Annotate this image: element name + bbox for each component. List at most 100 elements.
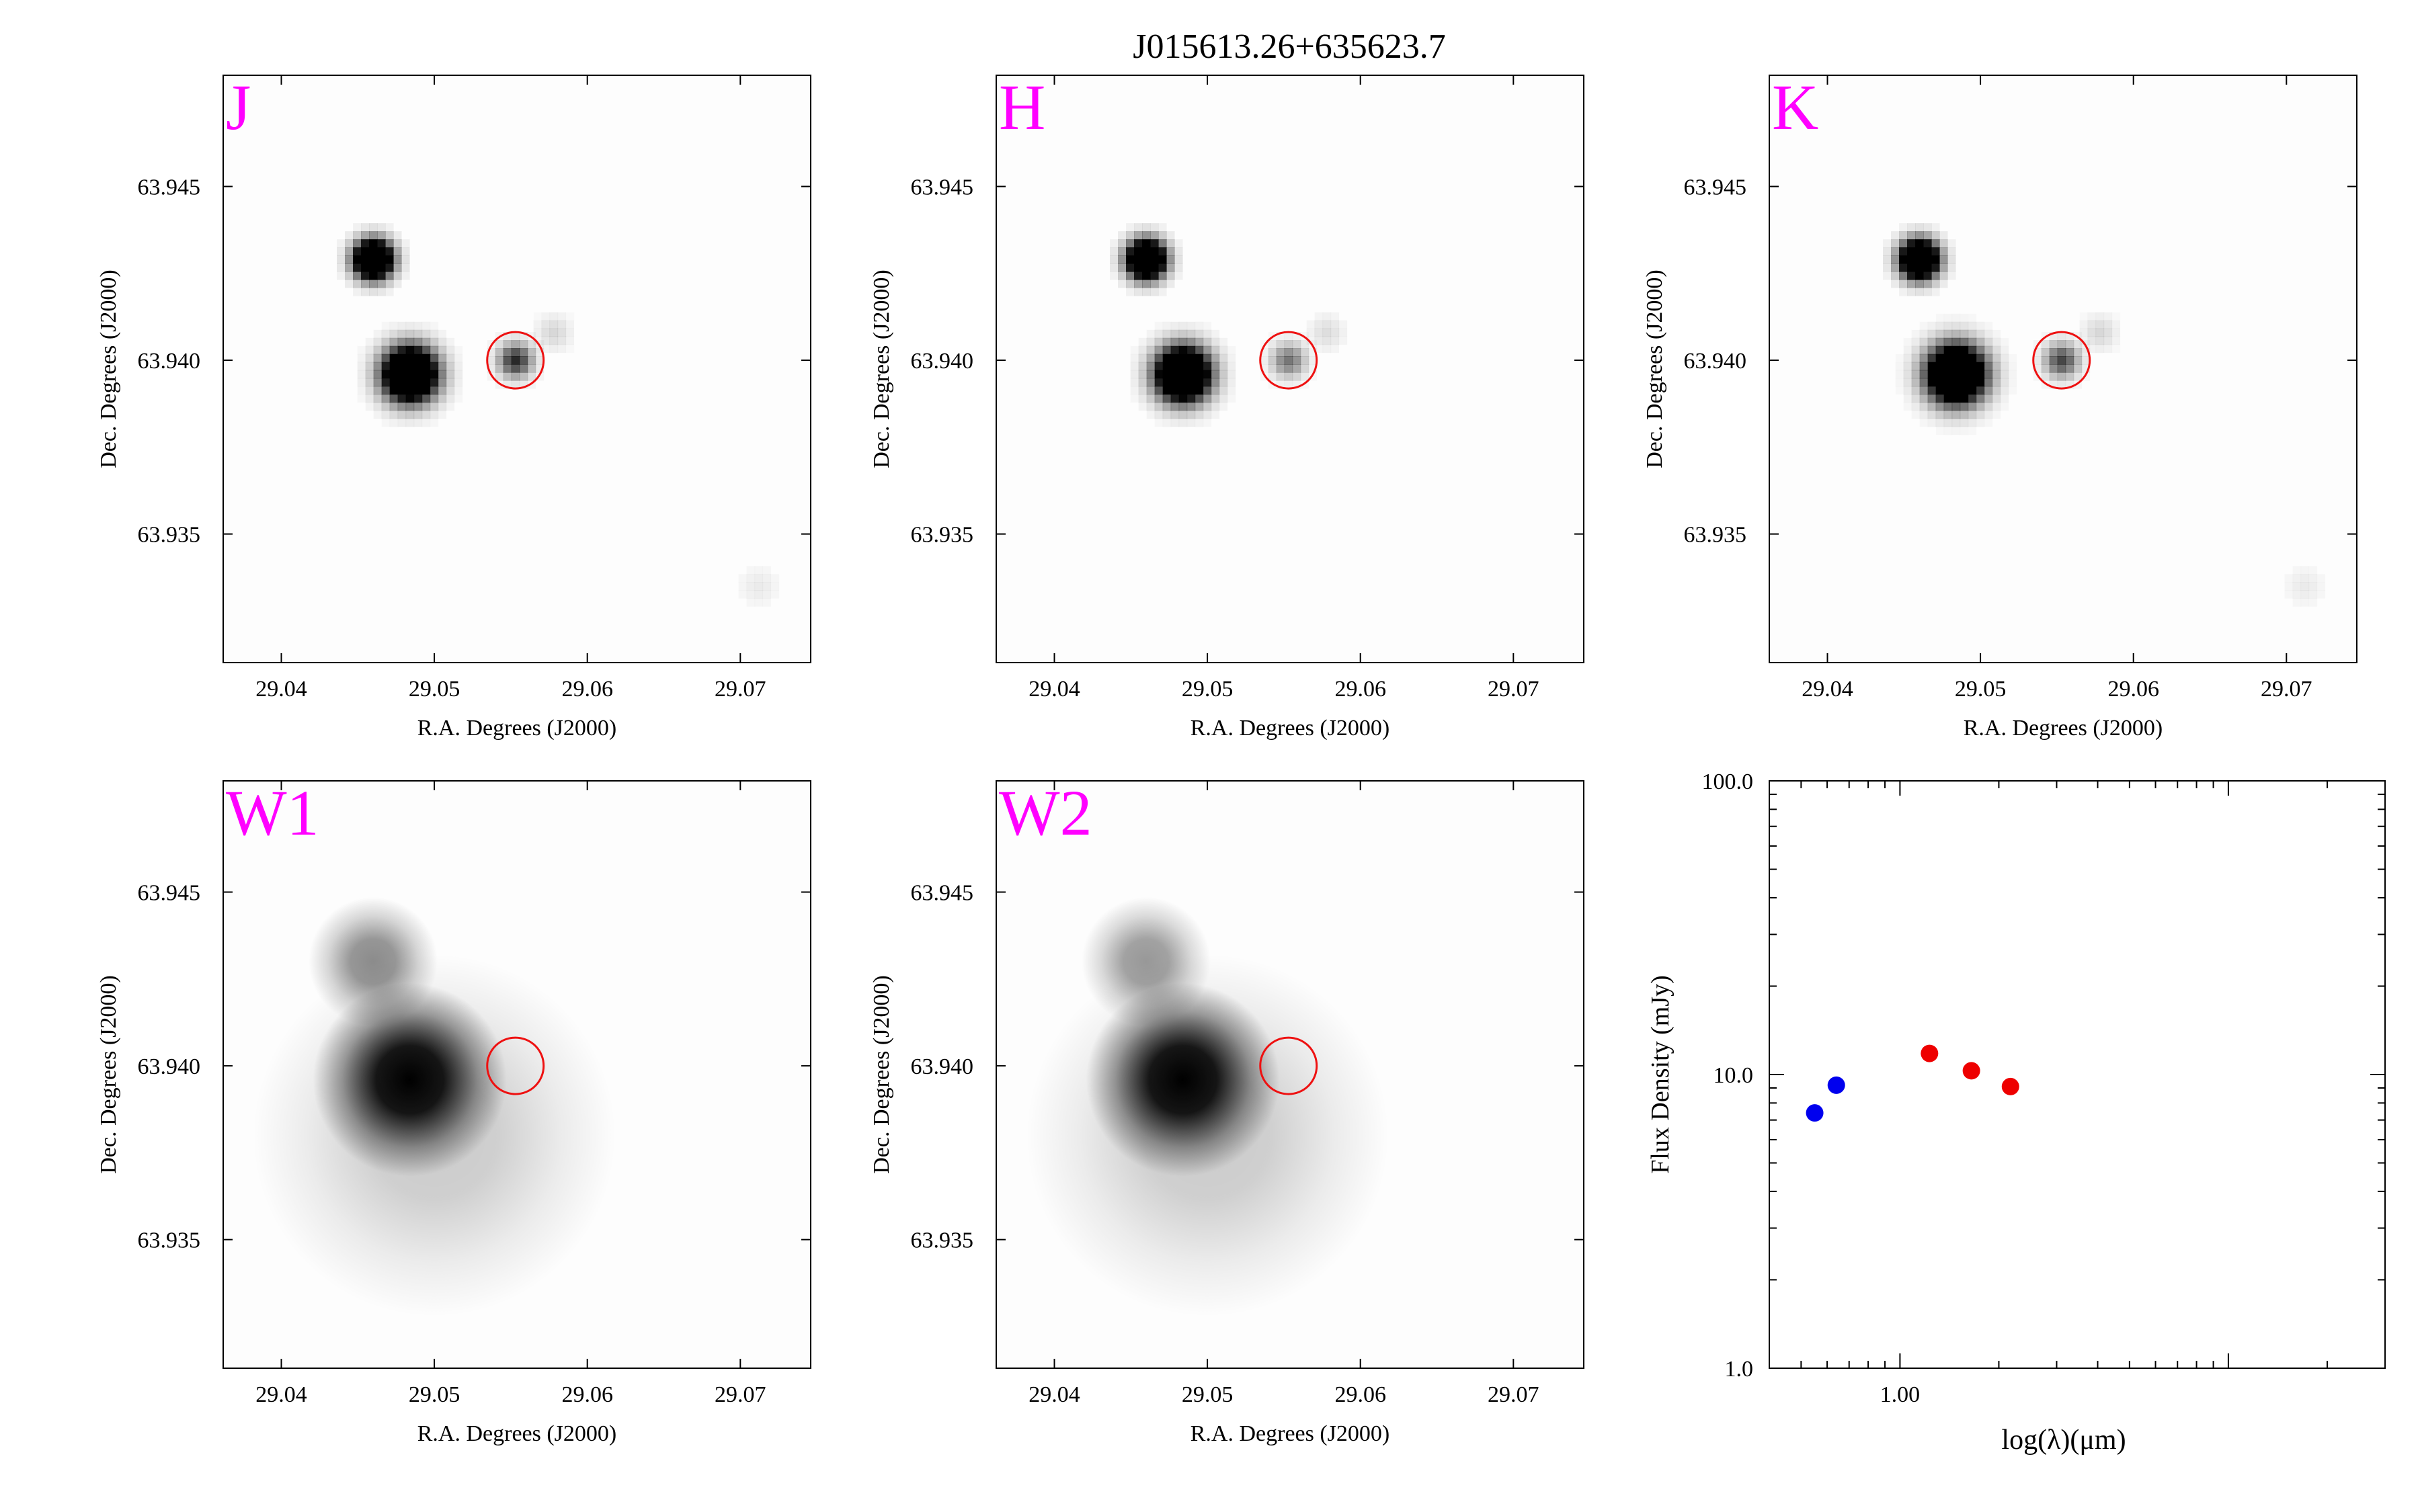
y-tick-label: 63.935	[911, 1228, 974, 1253]
source-1-pixel	[1155, 419, 1164, 427]
source-1-pixel	[438, 362, 447, 371]
source-1-pixel	[405, 378, 415, 387]
source-2-pixel	[2057, 380, 2066, 389]
source-3-pixel	[557, 336, 567, 345]
source-3-pixel	[1331, 345, 1340, 353]
source-0-pixel	[345, 231, 354, 240]
source-0-pixel	[345, 255, 354, 264]
source-1-pixel	[1935, 394, 1945, 403]
source-1-pixel	[1131, 394, 1139, 403]
source-1-pixel	[397, 345, 407, 355]
source-1-pixel	[1960, 394, 1969, 403]
source-1-pixel	[1952, 427, 1961, 435]
source-0-pixel	[1134, 239, 1143, 248]
source-1-pixel	[1951, 378, 1961, 387]
source-1-pixel	[1943, 337, 1953, 347]
source-3-pixel	[1339, 337, 1348, 345]
source-1-pixel	[1968, 402, 1977, 411]
source-0-pixel	[393, 263, 402, 272]
source-0-pixel	[1166, 271, 1175, 280]
source-1-pixel	[1920, 322, 1929, 331]
source-1-pixel	[1927, 362, 1937, 371]
y-axis-label: Dec. Degrees (J2000)	[869, 975, 894, 1174]
source-4-pixel	[755, 598, 764, 607]
source-1-pixel	[1960, 378, 1969, 387]
source-2-pixel	[511, 356, 520, 365]
source-1-pixel	[381, 337, 391, 347]
source-2-pixel	[527, 340, 536, 349]
source-0-pixel	[353, 247, 362, 256]
source-1-pixel	[1992, 362, 2001, 371]
figure-title: J015613.26+635623.7	[1133, 28, 1446, 66]
source-1-pixel	[1919, 370, 1929, 379]
x-tick-label: 29.04	[255, 1382, 307, 1407]
source-2-pixel	[1292, 348, 1301, 357]
source-2-pixel	[487, 356, 496, 365]
target-aperture	[1259, 331, 1318, 390]
source-0-pixel	[1883, 239, 1892, 248]
source-2-pixel	[1268, 364, 1277, 373]
source-1-pixel	[1227, 394, 1236, 403]
source-0-pixel	[1158, 239, 1167, 248]
source-0-pixel	[1923, 288, 1932, 296]
source-1-pixel	[373, 394, 382, 403]
target-aperture	[1259, 1036, 1318, 1095]
source-0-pixel	[1891, 255, 1900, 264]
source-1-pixel	[430, 353, 439, 363]
source-1-pixel	[1960, 410, 1969, 419]
source-1-pixel	[1146, 353, 1156, 363]
source-1-pixel	[389, 321, 399, 331]
source-1-pixel	[397, 362, 407, 371]
source-1-pixel	[405, 362, 415, 371]
source-2-pixel	[1284, 372, 1293, 381]
source-1-pixel	[438, 394, 447, 403]
source-0-pixel	[1110, 247, 1119, 256]
source-2-pixel	[527, 348, 536, 357]
source-1-pixel	[1186, 418, 1196, 427]
source-1-pixel	[1984, 402, 1993, 411]
source-1-pixel	[430, 386, 439, 395]
source-1-pixel	[1170, 321, 1180, 331]
source-0-pixel	[1915, 223, 1924, 232]
source-2-pixel	[2081, 356, 2091, 365]
source-1-pixel	[1203, 370, 1212, 379]
source-4-pixel	[2300, 590, 2310, 599]
source-1-pixel	[413, 329, 423, 339]
source-1-pixel	[1960, 386, 1969, 395]
source-1-pixel	[2000, 345, 2009, 355]
source-2-pixel	[2073, 340, 2083, 349]
source-4-pixel	[747, 598, 756, 607]
source-4-pixel	[771, 582, 780, 591]
source-2-pixel	[2049, 372, 2058, 381]
source-1-pixel	[430, 410, 439, 419]
source-1-pixel	[413, 410, 423, 419]
target-aperture	[486, 331, 545, 390]
source-0-pixel	[361, 223, 370, 232]
source-1-pixel	[389, 353, 399, 363]
source-3-pixel	[1306, 328, 1316, 337]
source-1-pixel	[1178, 362, 1188, 371]
source-1-pixel	[1984, 362, 1993, 371]
source-0-pixel	[393, 280, 402, 288]
source-2-pixel	[2057, 332, 2066, 341]
source-2-pixel	[2073, 356, 2083, 365]
source-0-pixel	[1118, 280, 1127, 288]
source-1-pixel	[1138, 345, 1147, 355]
source-0-pixel	[1939, 247, 1948, 256]
band-label: H	[999, 71, 1045, 143]
source-0-pixel	[1915, 271, 1924, 280]
source-1-pixel	[1904, 338, 1912, 347]
source-0-pixel	[361, 280, 370, 288]
source-1-pixel	[1219, 353, 1228, 363]
source-1-pixel	[1211, 410, 1220, 419]
image-sources	[1026, 896, 1389, 1317]
source-4-pixel	[763, 566, 772, 575]
source-1-pixel	[1138, 337, 1147, 347]
source-1-pixel	[1146, 378, 1156, 387]
source-1-pixel	[373, 362, 382, 371]
source-1-pixel	[1195, 378, 1204, 387]
source-1-pixel	[1951, 402, 1961, 411]
source-3-pixel	[541, 344, 551, 353]
source-1-pixel	[1984, 353, 1993, 363]
source-1-pixel	[397, 321, 407, 331]
